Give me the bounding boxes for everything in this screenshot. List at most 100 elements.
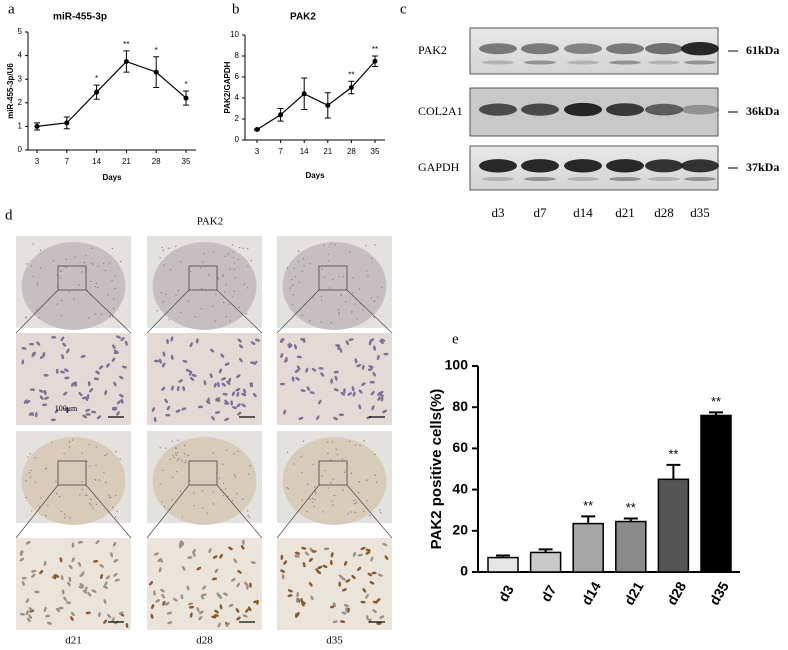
cell	[228, 303, 230, 306]
cell	[320, 299, 323, 301]
cell	[34, 481, 37, 483]
cell	[68, 564, 73, 570]
cell	[288, 342, 292, 348]
cell	[114, 494, 117, 497]
cell	[73, 298, 75, 300]
cell	[303, 265, 305, 267]
cell	[198, 610, 204, 615]
cell	[357, 492, 360, 494]
zoom-line	[276, 289, 320, 334]
cell	[95, 540, 100, 545]
cell	[205, 400, 211, 405]
cell	[71, 382, 75, 387]
blot-band	[684, 60, 716, 65]
cell	[300, 389, 306, 393]
cell	[169, 269, 172, 271]
zoom-box	[57, 265, 87, 291]
cell	[115, 451, 117, 453]
cell	[82, 414, 88, 419]
cell	[119, 394, 124, 398]
cell	[298, 416, 304, 420]
y-tick-label: 100	[445, 357, 469, 373]
cell	[90, 262, 93, 264]
cell	[161, 500, 163, 503]
cell	[70, 616, 74, 621]
cell	[343, 560, 348, 566]
cell	[98, 365, 104, 370]
cell	[188, 605, 195, 609]
cell	[163, 264, 166, 266]
cell	[286, 486, 288, 489]
cell	[352, 551, 357, 557]
cell	[294, 551, 300, 555]
cell	[311, 550, 317, 553]
blot-band	[645, 159, 683, 173]
cell	[237, 338, 242, 343]
cell	[181, 459, 183, 462]
cell	[168, 319, 170, 321]
cell	[95, 282, 98, 284]
cell	[245, 312, 248, 315]
cell	[231, 244, 234, 246]
cell	[74, 381, 78, 387]
cell	[166, 338, 169, 345]
blot-band	[645, 43, 683, 55]
cell	[28, 471, 31, 474]
cell	[159, 257, 161, 259]
cell	[286, 267, 289, 269]
cell	[365, 479, 368, 481]
zoom-line	[146, 289, 190, 334]
cell	[384, 555, 389, 560]
cell	[21, 576, 27, 580]
cell	[340, 295, 342, 297]
cell	[113, 572, 118, 577]
cell	[86, 394, 90, 400]
cell	[344, 471, 346, 473]
cell	[176, 471, 178, 473]
cell	[158, 567, 162, 573]
cell	[31, 573, 36, 578]
cell	[222, 482, 225, 485]
cell	[330, 552, 334, 558]
cell	[35, 412, 38, 418]
zoom-box	[188, 460, 218, 486]
cell	[362, 510, 365, 513]
cell	[294, 369, 300, 373]
cell	[223, 592, 228, 596]
cell	[337, 345, 341, 351]
cell	[78, 284, 80, 286]
cell	[233, 290, 235, 293]
cell	[287, 594, 293, 597]
marker	[348, 85, 354, 90]
cell	[177, 451, 179, 454]
y-tick-label: 0	[235, 135, 240, 144]
cell	[63, 391, 68, 396]
tissue	[282, 437, 387, 525]
cell	[26, 617, 31, 623]
cell	[90, 280, 92, 283]
cell	[215, 399, 221, 402]
cell	[355, 502, 357, 504]
blot-band	[521, 43, 559, 55]
cell	[302, 562, 306, 568]
cell	[327, 253, 330, 256]
cell	[98, 479, 101, 481]
cell	[62, 342, 67, 347]
cell	[61, 354, 65, 360]
significance: *	[155, 46, 158, 55]
cell	[352, 292, 354, 294]
cell	[301, 601, 305, 607]
lane-label: d14	[573, 205, 593, 220]
cell	[243, 283, 246, 285]
blot-band	[564, 102, 602, 117]
cell	[317, 565, 323, 570]
marker	[64, 120, 70, 126]
cell	[371, 571, 377, 575]
cell	[164, 398, 168, 404]
cell	[367, 275, 369, 278]
cell	[166, 405, 171, 411]
cell	[156, 310, 158, 312]
cell	[235, 388, 241, 392]
cell	[359, 444, 361, 447]
cell	[54, 408, 59, 414]
